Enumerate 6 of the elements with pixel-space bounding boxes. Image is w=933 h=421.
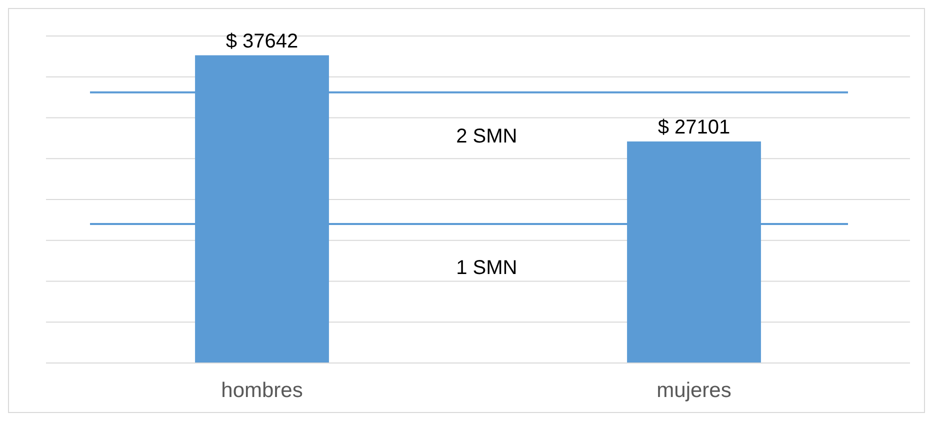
x-tick-label: hombres	[221, 379, 303, 402]
data-label: $ 27101	[658, 116, 730, 138]
x-tick-label: mujeres	[656, 379, 732, 402]
data-label: $ 37642	[226, 30, 298, 52]
ref-line-label: 1 SMN	[456, 257, 518, 280]
ref-line-label: 2 SMN	[456, 125, 518, 148]
